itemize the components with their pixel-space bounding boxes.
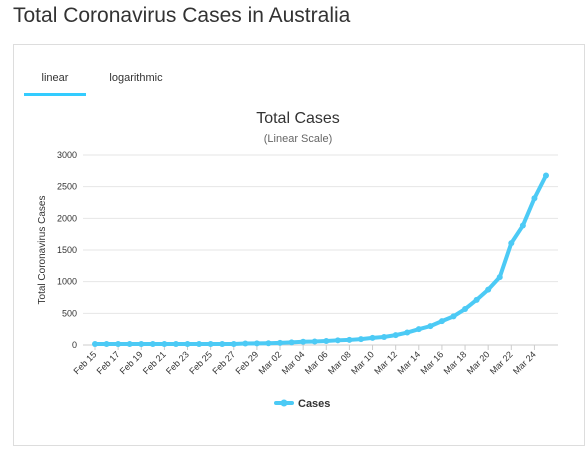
tab-linear[interactable]: linear — [24, 63, 86, 96]
data-point — [161, 341, 168, 348]
page-title: Total Coronavirus Cases in Australia — [13, 4, 351, 27]
data-point — [242, 340, 249, 347]
x-tick-label: Feb 15 — [72, 349, 99, 376]
y-tick-label: 3000 — [57, 150, 77, 160]
data-point — [207, 341, 214, 348]
y-tick-label: 1500 — [57, 245, 77, 255]
x-tick-label: Feb 25 — [187, 349, 214, 376]
data-point — [357, 336, 364, 343]
x-tick-label: Mar 06 — [303, 349, 330, 376]
cases-line-chart: Total Cases (Linear Scale) 0 500 1000 1500 200… — [37, 110, 558, 410]
x-tick-label: Mar 16 — [418, 349, 445, 376]
x-tick-label: Mar 02 — [257, 349, 284, 376]
chart-card: linear logarithmic Total Cases (Linear Sc… — [13, 44, 585, 446]
data-point — [381, 333, 388, 340]
data-point — [415, 326, 422, 333]
y-tick-label: 500 — [62, 308, 77, 318]
data-point — [438, 318, 445, 325]
data-point — [115, 341, 122, 348]
data-point — [288, 339, 295, 346]
data-point — [184, 341, 191, 348]
x-tick-label: Feb 29 — [233, 349, 260, 376]
data-point — [277, 339, 284, 346]
data-point — [427, 323, 434, 330]
data-point — [543, 172, 549, 179]
x-tick-label: Mar 10 — [349, 349, 376, 376]
x-tick-label: Mar 22 — [488, 349, 515, 376]
data-point — [519, 222, 526, 229]
x-tick-label: Feb 19 — [118, 349, 145, 376]
y-axis-title: Total Coronavirus Cases — [37, 196, 48, 305]
x-tick-label: Mar 08 — [326, 349, 353, 376]
data-point — [300, 338, 307, 345]
x-tick-label: Feb 17 — [95, 349, 122, 376]
data-point — [473, 296, 480, 303]
y-tick-label: 2500 — [57, 182, 77, 192]
data-point — [126, 341, 133, 348]
data-point — [265, 340, 272, 347]
data-point — [450, 313, 457, 320]
y-tick-label: 0 — [72, 340, 77, 350]
data-point — [172, 341, 179, 348]
data-point — [92, 341, 98, 348]
data-point — [485, 286, 492, 293]
y-tick-label: 2000 — [57, 213, 77, 223]
data-point — [508, 240, 515, 247]
data-point — [334, 337, 341, 344]
x-tick-label: Mar 12 — [372, 349, 399, 376]
x-tick-label: Mar 04 — [280, 349, 307, 376]
data-point — [138, 341, 145, 348]
data-point — [230, 341, 237, 348]
chart-title: Total Cases — [256, 110, 340, 127]
scale-tabs: linear logarithmic — [24, 63, 186, 96]
x-tick-label: Mar 20 — [465, 349, 492, 376]
data-point — [149, 341, 156, 348]
legend-marker-cases — [280, 399, 288, 407]
x-tick-label: Feb 23 — [164, 349, 191, 376]
series-line-cases — [93, 173, 548, 347]
data-point — [404, 329, 411, 336]
data-point — [496, 274, 503, 281]
data-point — [531, 195, 538, 202]
x-tick-label: Mar 14 — [395, 349, 422, 376]
data-point — [346, 336, 353, 343]
y-tick-label: 1000 — [57, 277, 77, 287]
data-point — [462, 306, 469, 313]
chart-subtitle: (Linear Scale) — [264, 133, 332, 145]
data-point — [392, 332, 399, 339]
data-point — [253, 340, 260, 347]
legend-label-cases: Cases — [298, 398, 330, 410]
tab-logarithmic[interactable]: logarithmic — [109, 72, 163, 84]
x-tick-label: Mar 24 — [511, 349, 538, 376]
data-point — [369, 334, 376, 341]
data-point — [323, 338, 330, 345]
data-point — [196, 341, 203, 348]
x-tick-label: Feb 21 — [141, 349, 168, 376]
data-point — [219, 341, 226, 348]
x-tick-label: Mar 18 — [442, 349, 469, 376]
data-point — [311, 338, 318, 345]
x-tick-label: Feb 27 — [210, 349, 237, 376]
data-point — [103, 341, 110, 348]
